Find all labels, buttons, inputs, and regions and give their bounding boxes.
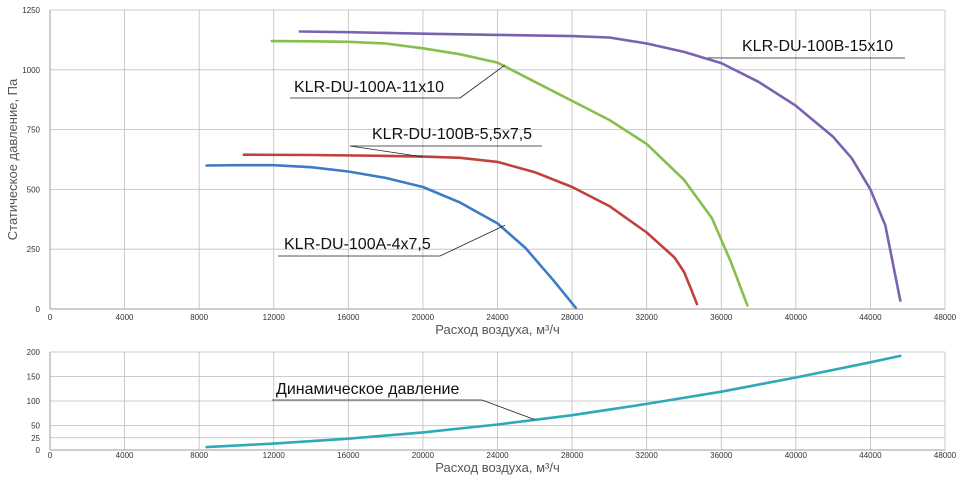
top-x-tick-label: 32000 (636, 313, 659, 322)
series-label: KLR-DU-100A-11x10 (294, 79, 444, 96)
top-series-line-1 (242, 153, 699, 306)
series-label: KLR-DU-100B-15x10 (742, 38, 893, 55)
bottom-y-tick-label: 150 (27, 373, 41, 382)
top-x-tick-label: 0 (48, 313, 53, 322)
top-x-axis-title: Расход воздуха, м³/ч (435, 322, 560, 337)
top-x-tick-label: 8000 (190, 313, 208, 322)
top-x-tick-label: 12000 (263, 313, 286, 322)
top-x-tick-label: 16000 (337, 313, 360, 322)
series-label: KLR-DU-100B-5,5x7,5 (372, 126, 532, 143)
bottom-x-axis-title: Расход воздуха, м³/ч (435, 460, 560, 475)
top-x-tick-label: 20000 (412, 313, 435, 322)
bottom-x-tick-label: 16000 (337, 451, 360, 460)
annotation-leader-line (459, 64, 506, 99)
annotation-leader-line (349, 145, 423, 158)
top-x-tick-label: 28000 (561, 313, 584, 322)
bottom-y-tick-label: 200 (27, 348, 41, 357)
series-label: KLR-DU-100A-4x7,5 (284, 236, 431, 253)
top-y-axis-title: Статическое давление, Па (5, 78, 20, 240)
bottom-x-tick-label: 8000 (190, 451, 208, 460)
top-y-tick-label: 0 (36, 305, 41, 314)
top-y-tick-label: 1000 (22, 66, 40, 75)
bottom-x-tick-label: 20000 (412, 451, 435, 460)
bottom-y-tick-label: 25 (31, 434, 40, 443)
bottom-y-tick-label: 0 (36, 446, 41, 455)
top-x-tick-label: 40000 (785, 313, 808, 322)
top-x-tick-label: 44000 (859, 313, 882, 322)
bottom-y-tick-label: 50 (31, 422, 40, 431)
top-y-tick-label: 1250 (22, 6, 40, 15)
top-y-tick-label: 250 (27, 245, 41, 254)
series-label: Динамическое давление (276, 381, 459, 398)
top-chart-series (205, 30, 902, 310)
chart-labels: 0 4000 8000 12000 16000 20000 24000 28000 32000 3… (5, 6, 957, 475)
bottom-x-tick-label: 28000 (561, 451, 584, 460)
top-x-tick-label: 24000 (486, 313, 509, 322)
top-series-line-0 (205, 163, 578, 310)
bottom-x-tick-label: 12000 (263, 451, 286, 460)
bottom-y-tick-label: 100 (27, 397, 41, 406)
top-chart-grid (49, 9, 946, 310)
bottom-x-tick-label: 36000 (710, 451, 733, 460)
bottom-x-tick-label: 32000 (636, 451, 659, 460)
top-x-tick-label: 48000 (934, 313, 957, 322)
top-x-tick-label: 36000 (710, 313, 733, 322)
bottom-x-tick-label: 24000 (486, 451, 509, 460)
annotation-leader-line (439, 224, 506, 257)
bottom-chart-grid (49, 351, 946, 451)
top-y-tick-label: 500 (27, 185, 41, 194)
bottom-series-line-0 (205, 354, 902, 449)
bottom-x-tick-label: 48000 (934, 451, 957, 460)
bottom-x-tick-label: 40000 (785, 451, 808, 460)
top-x-tick-label: 4000 (116, 313, 134, 322)
bottom-x-tick-label: 0 (48, 451, 53, 460)
top-series-line-3 (298, 30, 902, 302)
annotation-leader-line (481, 399, 535, 420)
bottom-chart-series (205, 354, 902, 449)
bottom-x-tick-label: 4000 (116, 451, 134, 460)
annotation-leaders (272, 57, 905, 420)
top-y-tick-label: 750 (27, 126, 41, 135)
top-series-line-2 (270, 39, 749, 307)
bottom-x-tick-label: 44000 (859, 451, 882, 460)
